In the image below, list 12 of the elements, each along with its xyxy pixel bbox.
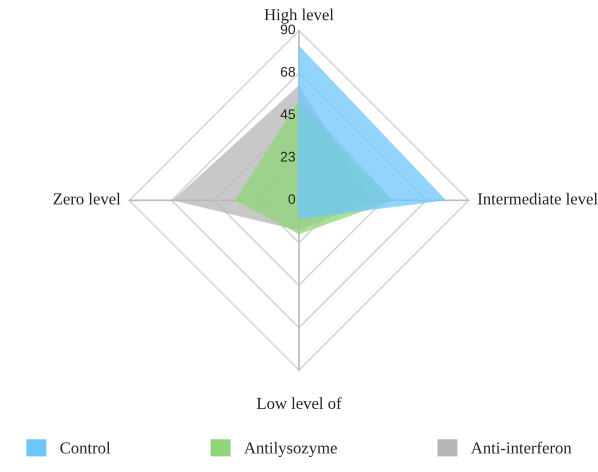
spoke-label: High level [264,8,334,24]
y-tick-label: 90 [280,24,296,34]
legend-label: Anti-interferon [470,442,572,454]
spoke-label: Low level of [256,397,342,409]
y-tick-label: 45 [280,109,296,120]
y-tick-label: 0 [288,194,296,204]
y-tick-label: 23 [280,152,295,162]
spoke-label: Zero level [54,192,120,204]
legend-label: Antilysozyme [244,442,337,457]
legend-label: Control [60,442,110,454]
spoke-label: Intermediate level [478,192,598,204]
y-tick-label: 68 [280,66,295,77]
